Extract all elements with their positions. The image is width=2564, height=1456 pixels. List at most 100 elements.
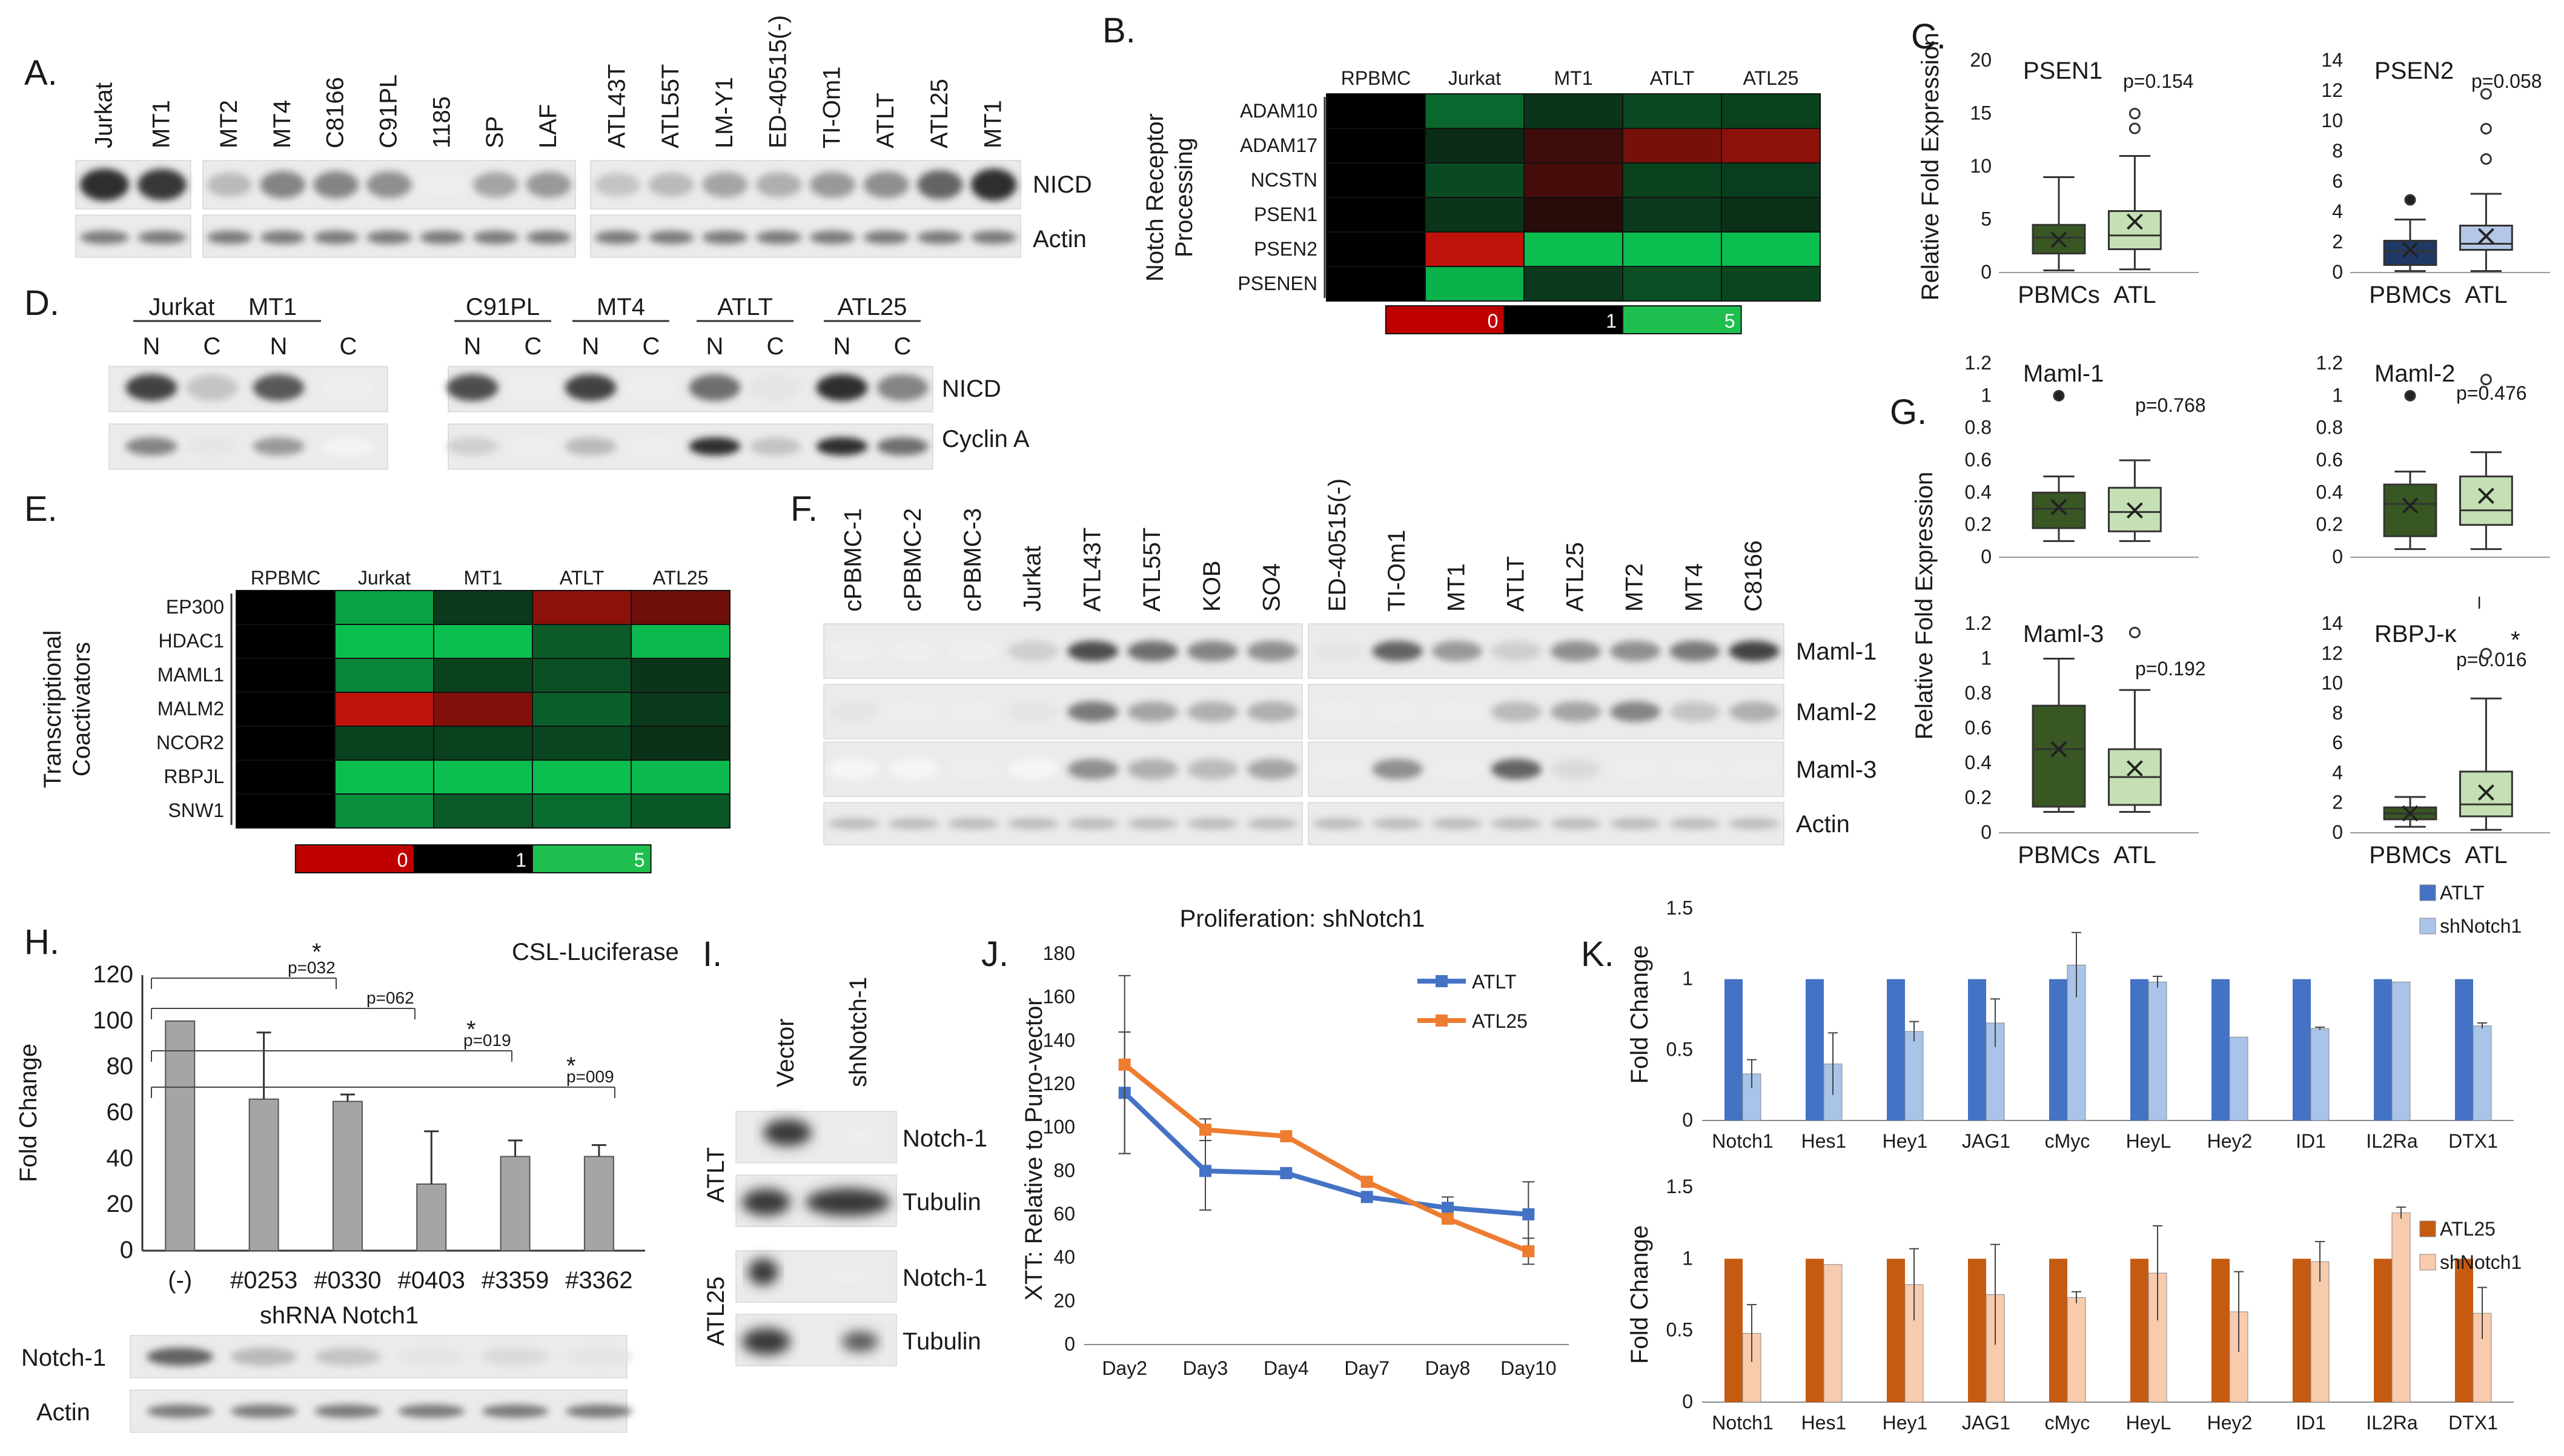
blot-band [1007,641,1059,661]
lane-label: ATL55T [657,64,684,148]
tubulin-band [742,1328,790,1355]
outlier-point [2128,626,2141,638]
pvalue-label: p=009 [566,1067,614,1086]
blot-band [1127,701,1179,722]
heatmap-cell [631,590,730,625]
nicd-band [446,374,499,401]
scale-black [1503,305,1623,334]
y-tick-label: 4 [2332,761,2343,783]
y-tick-label: 100 [93,1007,133,1034]
heatmap-cell [1326,162,1426,198]
bar-shnotch1 [2310,1261,2330,1403]
y-tick-label: 4 [2332,200,2343,222]
bar-control [1968,1259,1986,1402]
blot-band [1313,701,1363,722]
y-tick-label: 0.2 [1965,514,1992,535]
cyclina-band [507,437,559,455]
y-tick-label: 15 [1970,102,1992,124]
notch1-band [830,1271,866,1283]
bar-control [2049,979,2067,1120]
y-tick-label: 60 [1053,1203,1075,1225]
mean-marker [2126,213,2143,230]
column-label: Vector [772,1019,799,1087]
legend-swatch [2419,884,2436,901]
blot-band [1729,818,1780,829]
row-label: Tubulin [903,1189,981,1216]
column-label: shNotch-1 [845,977,872,1087]
cyclina-band [625,437,677,455]
heatmap-row-label: SNW1 [168,799,224,821]
panel-letter-C: C. [1911,17,1946,56]
blot-band [1669,759,1720,779]
heatmap-ylabel-2: Coactivators [68,642,95,776]
y-tick-label: 20 [107,1191,134,1217]
heatmap-cell [532,590,632,625]
x-tick-label: Day10 [1500,1357,1557,1379]
y-tick-label: 80 [107,1053,134,1080]
heatmap-cell [1425,266,1525,302]
y-tick-label: 0.8 [1965,417,1992,438]
lane-label: C91PL [376,74,402,148]
blot-band [1127,759,1179,779]
nicd-band [507,374,559,401]
heatmap-cell [236,793,336,829]
y-tick-label: 0 [2332,261,2343,283]
row-label: Maml-3 [1796,756,1877,783]
y-axis-label: Fold Change [15,1044,42,1182]
lane-label: ATL55T [1139,528,1165,612]
cyclina-band [322,437,374,455]
panel-letter-J: J. [981,935,1009,974]
actin-band [702,231,748,244]
blot-band [947,759,999,779]
outlier-point [2404,194,2416,206]
y-tick-label: 6 [2332,732,2343,753]
blot-band [1729,701,1780,722]
outlier-point [2480,88,2492,100]
heatmap-cell [236,692,336,727]
significance-star: * [466,1016,476,1043]
heatmap-cell [236,759,336,795]
heatmap-column-label: ATL25 [1743,67,1799,89]
x-axis-label: shRNA Notch1 [260,1302,419,1329]
group-label: PBMCs [2018,842,2100,869]
legend-label: ATL25 [2440,1218,2496,1240]
legend-marker [1436,1014,1448,1027]
cyclina-band [689,437,741,455]
box [2032,491,2086,529]
nicd-band [207,173,253,197]
x-tick-label: ID1 [2296,1130,2326,1152]
boxplot-ylabel: Relative Fold Expression [1911,472,1938,740]
x-tick-label: ID1 [2296,1412,2326,1434]
nicd-band [186,374,238,401]
blot-band [1491,701,1542,722]
x-tick-label: Notch1 [1712,1130,1773,1152]
heatmap-cell [433,793,533,829]
blot-band [1729,641,1780,661]
x-tick-label: Hes1 [1801,1412,1847,1434]
blot-band [1609,818,1661,829]
fraction-label: N [464,333,482,360]
y-tick-label: 1.5 [1666,1176,1693,1197]
outlier-point [2128,108,2141,119]
heatmap-cell [236,658,336,693]
blot-band [1372,641,1423,661]
heatmap-row-label: ADAM17 [1240,134,1317,156]
x-tick-label: DTX1 [2448,1130,2498,1152]
x-tick-label: Day2 [1102,1357,1147,1379]
y-tick-label: 40 [1053,1246,1075,1268]
scale-label: 1 [1606,310,1617,332]
series-point-atl25 [1199,1123,1211,1136]
bar-control [2293,979,2311,1120]
actin-band [863,231,909,244]
nicd-band [594,173,641,197]
legend-swatch [2419,1254,2436,1271]
y-tick-label: 10 [1970,155,1992,177]
y-tick-label: 1 [1682,968,1693,990]
bar-control [1806,1259,1824,1402]
row-label: Actin [1796,811,1850,838]
blot-band [1247,701,1298,722]
tubulin-band [806,1188,890,1216]
fraction-label: N [706,333,724,360]
y-tick-label: 0.2 [1965,787,1992,809]
scale-red [294,844,415,873]
